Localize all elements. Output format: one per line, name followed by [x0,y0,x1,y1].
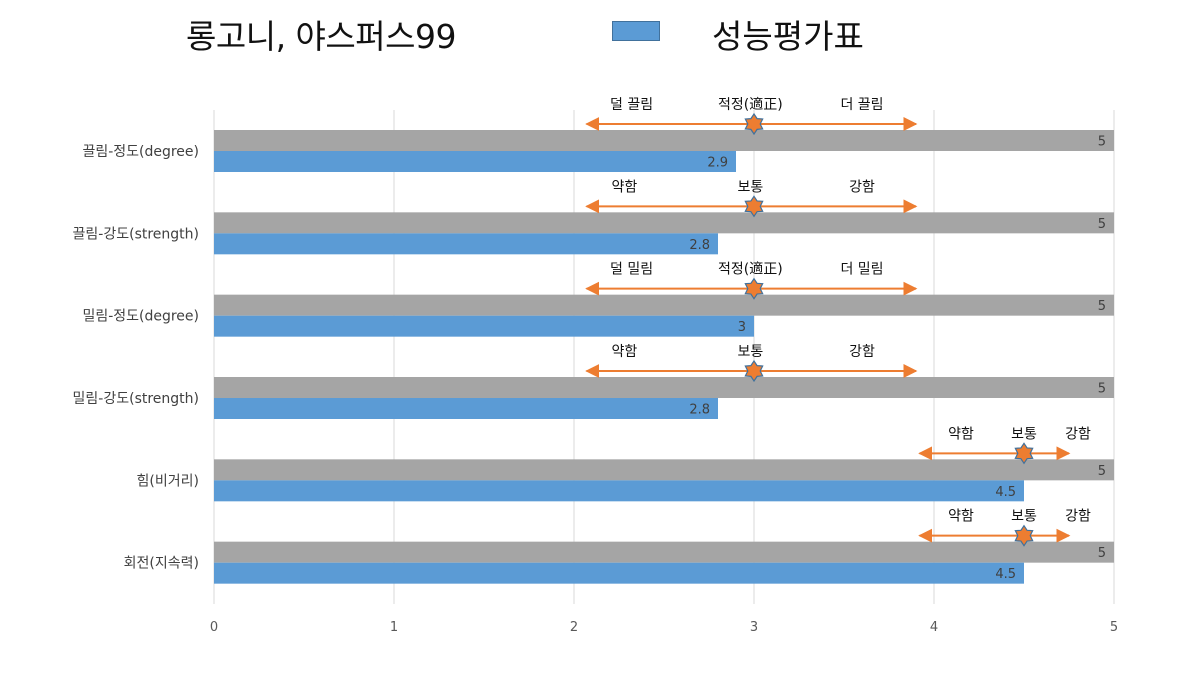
annotation-label: 약함 [948,426,974,442]
value-bar [214,315,754,337]
annotation-label: 적정(適正) [718,261,783,278]
axis-labels: 0 1 2 3 4 5 끌림-정도(degree) 끌림-강도(strength) 밀림-정도(… [73,144,1119,635]
annotation-label: 덜 밀림 [610,262,653,278]
annotation-label: 약함 [612,344,638,360]
max-bar-label: 5 [1098,382,1106,397]
chart-title: 롱고니, 야스퍼스99 [186,17,457,56]
x-tick-label: 3 [750,620,758,635]
annotation-label: 강함 [849,179,875,195]
max-bar-label: 5 [1098,464,1106,479]
x-tick-label: 5 [1110,620,1118,635]
max-bar-label: 5 [1098,217,1106,232]
annotation-label: 보통 [738,179,764,195]
max-bar [214,212,1114,234]
value-bar-label: 2.8 [689,238,710,253]
annotation-label: 강함 [849,344,875,360]
max-bar [214,377,1114,398]
category-label: 끌림-강도(strength) [73,226,199,242]
annotation-label: 약함 [612,179,638,195]
star-marker [1014,442,1034,465]
category-label: 밀림-강도(strength) [73,391,199,407]
annotation-label: 적정(適正) [718,96,783,113]
annotation-label: 보통 [738,344,764,360]
x-tick-label: 4 [930,620,938,635]
category-label: 밀림-정도(degree) [82,309,199,325]
gridlines [213,110,1115,604]
annotation-label: 보통 [1011,426,1037,442]
annotation-label: 강함 [1065,426,1091,442]
legend-label: 성능평가표 [712,17,864,56]
star-marker [744,195,764,218]
max-bar [214,130,1114,151]
star-marker [744,112,764,136]
category-label: 회전(지속력) [124,556,199,572]
x-tick-label: 0 [210,620,218,635]
value-bar [214,480,1024,502]
max-bar-label: 5 [1098,546,1106,561]
max-bar [214,294,1114,316]
value-bar-label: 4.5 [995,485,1016,500]
value-bar [214,398,718,419]
x-tick-label: 1 [390,620,398,635]
max-bar [214,459,1114,481]
max-bar-label: 5 [1098,299,1106,314]
value-bar [214,233,718,255]
annotation-label: 강함 [1065,509,1091,525]
value-bar-label: 2.8 [689,403,710,418]
star-marker [744,359,764,383]
max-bar-label: 5 [1098,135,1106,150]
annotation-label: 약함 [948,509,974,525]
legend-swatch [612,21,660,41]
x-tick-label: 2 [570,620,578,635]
annotation-label: 덜 끌림 [610,97,653,113]
value-bar [214,562,1024,584]
star-marker [744,277,764,300]
category-label: 힘(비거리) [137,473,199,489]
value-bar-label: 4.5 [995,567,1016,582]
category-label: 끌림-정도(degree) [82,144,199,160]
value-bar-label: 2.9 [707,156,728,171]
max-bar [214,541,1114,563]
value-bar [214,151,736,172]
annotation-label: 보통 [1011,509,1037,525]
value-bar-label: 3 [738,320,746,335]
annotation-label: 더 밀림 [840,262,883,278]
star-marker [1014,524,1034,547]
bars: 5 2.9 5 2.8 5 3 5 2.8 5 4.5 5 4.5 [214,130,1114,584]
annotation-label: 더 끌림 [840,97,883,113]
